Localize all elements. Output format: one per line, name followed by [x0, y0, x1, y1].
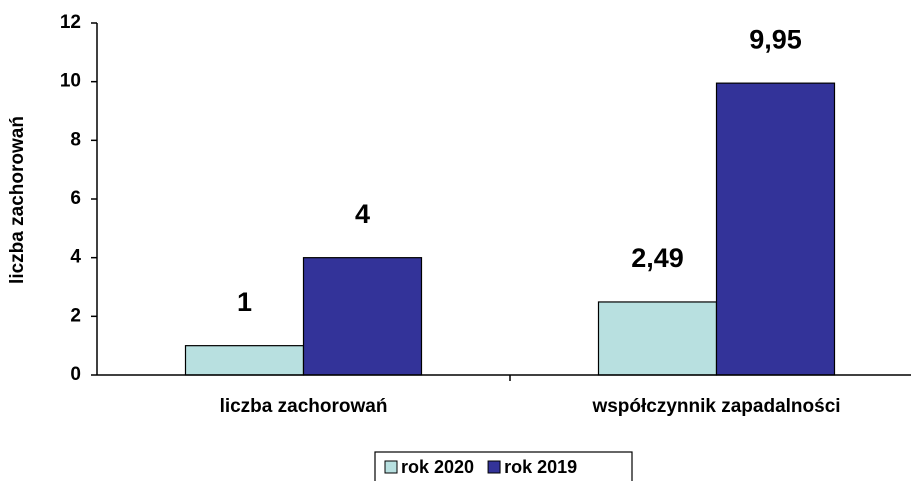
- y-axis-title: liczba zachorowań: [7, 116, 28, 284]
- y-tick-label: 10: [60, 71, 81, 92]
- legend-box: [374, 451, 633, 481]
- y-tick-label: 6: [70, 188, 81, 209]
- value-label: 2,49: [631, 243, 684, 273]
- y-tick-label: 2: [70, 305, 81, 326]
- value-label: 4: [355, 199, 370, 229]
- y-tick-label: 8: [70, 129, 81, 150]
- y-tick-label: 4: [70, 247, 81, 268]
- bar: [715, 82, 836, 376]
- legend-swatch: [487, 460, 501, 474]
- bar: [302, 257, 423, 376]
- value-label: 1: [237, 287, 252, 317]
- x-tick-label: liczba zachorowań: [220, 396, 388, 417]
- y-tick-label: 0: [70, 364, 81, 385]
- bar: [597, 301, 718, 376]
- value-label: 9,95: [749, 24, 802, 54]
- legend-label: rok 2020: [401, 457, 474, 477]
- legend-swatch: [384, 460, 398, 474]
- bar: [184, 345, 305, 376]
- legend-label: rok 2019: [504, 457, 577, 477]
- y-tick-label: 12: [60, 12, 81, 33]
- x-tick-label: współczynnik zapadalności: [591, 396, 840, 417]
